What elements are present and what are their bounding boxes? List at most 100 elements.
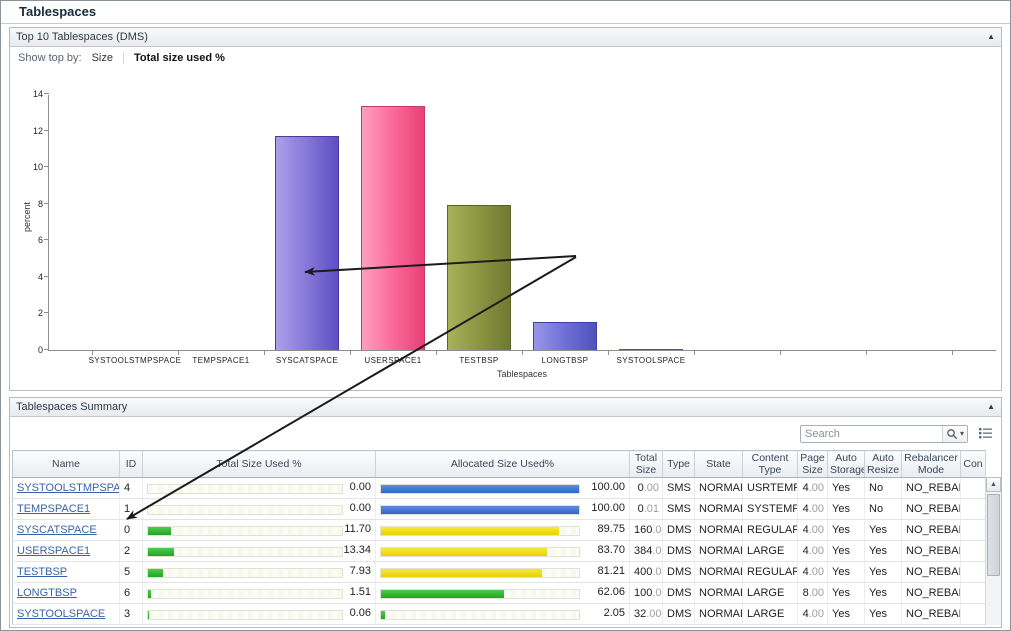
scrollbar-up-button[interactable]: ▲	[986, 477, 1001, 492]
cell-total-size-used-track	[147, 484, 343, 494]
top-panel-title: Top 10 Tablespaces (DMS)	[16, 31, 148, 43]
table-scrollbar[interactable]: ▲	[985, 477, 1001, 625]
cell-state: NORMAL	[694, 582, 743, 604]
cell-total-size-used-fill	[148, 548, 174, 556]
cell-content-type: LARGE	[742, 540, 798, 562]
scrollbar-thumb[interactable]	[987, 494, 1000, 576]
x-tick	[608, 350, 609, 355]
table-row-syscatspace: SYSCATSPACE 0 11.70 89.75 160.00DMSNORMALREG…	[12, 519, 986, 541]
tablespace-link-systoolstmpspace[interactable]: SYSTOOLSTMPSPACE	[17, 482, 120, 494]
summary-panel-header[interactable]: Tablespaces Summary ▲	[10, 398, 1001, 417]
cell-allocated-size-used: 81.21	[375, 561, 630, 583]
cell-total-size-used-value: 11.70	[344, 523, 371, 535]
cell-state: NORMAL	[694, 603, 743, 625]
chart-bar-syscatspace[interactable]	[275, 136, 339, 350]
summary-panel-title: Tablespaces Summary	[16, 401, 128, 413]
cell-allocated-size-used-value: 2.05	[603, 607, 625, 619]
x-tick	[350, 350, 351, 355]
y-tick	[44, 166, 49, 168]
column-header-id[interactable]: ID	[119, 450, 143, 478]
top-panel-header[interactable]: Top 10 Tablespaces (DMS) ▲	[10, 28, 1001, 47]
cell-rebalancer-mode: NO_REBAL	[901, 582, 961, 604]
cell-rebalancer-mode: NO_REBAL	[901, 603, 961, 625]
cell-auto-storage: Yes	[827, 582, 865, 604]
cell-total-size-used-track	[147, 547, 343, 557]
x-tick	[178, 350, 179, 355]
collapse-summary-panel-icon[interactable]: ▲	[987, 402, 995, 411]
column-header-total-size[interactable]: Total Size	[629, 450, 663, 478]
cell-name: SYSTOOLSTMPSPACE	[12, 477, 120, 499]
column-header-page-size[interactable]: Page Size	[797, 450, 828, 478]
search-icon[interactable]	[946, 428, 958, 440]
column-header-allocated-size-used[interactable]: Allocated Size Used%	[375, 450, 630, 478]
show-top-by-size-option[interactable]: Size	[91, 52, 113, 64]
cell-auto-storage: Yes	[827, 540, 865, 562]
cell-rebalancer-mode: NO_REBAL	[901, 519, 961, 541]
y-tick-label: 8	[37, 198, 43, 209]
cell-allocated-size-used-track	[380, 484, 580, 494]
column-header-auto-resize[interactable]: Auto Resize	[864, 450, 902, 478]
cell-allocated-size-used-track	[380, 547, 580, 557]
column-header-con[interactable]: Con	[960, 450, 986, 478]
show-top-by-total-used-option[interactable]: Total size used %	[134, 52, 225, 64]
table-row-longtbsp: LONGTBSP 6 1.51 62.06 100.00DMSNORMALLARGE8.…	[12, 582, 986, 604]
tablespace-link-syscatspace[interactable]: SYSCATSPACE	[17, 524, 97, 536]
column-header-auto-storage[interactable]: Auto Storage	[827, 450, 865, 478]
tablespace-link-systoolspace[interactable]: SYSTOOLSPACE	[17, 608, 106, 620]
table-row-userspace1: USERSPACE1 2 13.34 83.70 384.00DMSNORMALLARG…	[12, 540, 986, 562]
tablespace-link-tempspace1[interactable]: TEMPSPACE1	[17, 503, 91, 515]
cell-auto-resize: Yes	[864, 561, 902, 583]
cell-allocated-size-used-value: 83.70	[597, 544, 625, 556]
title-divider	[1, 23, 1010, 24]
cell-total-size-used-value: 7.93	[349, 565, 371, 577]
collapse-top-panel-icon[interactable]: ▲	[987, 32, 995, 41]
y-tick-label: 12	[32, 125, 43, 136]
tablespace-link-longtbsp[interactable]: LONGTBSP	[17, 587, 77, 599]
column-header-name[interactable]: Name	[12, 450, 120, 478]
chart-bar-systoolspace[interactable]	[619, 349, 683, 350]
column-header-rebalancer-mode[interactable]: Rebalancer Mode	[901, 450, 961, 478]
show-top-by-label: Show top by:	[18, 52, 82, 64]
x-tick	[780, 350, 781, 355]
cell-id: 5	[119, 561, 143, 583]
cell-total-size-used-track	[147, 568, 343, 578]
chart-bar-userspace1[interactable]	[361, 106, 425, 350]
cell-name: SYSCATSPACE	[12, 519, 120, 541]
cell-rebalancer-mode: NO_REBAL	[901, 477, 961, 499]
cell-content-type: LARGE	[742, 603, 798, 625]
cell-allocated-size-used-fill	[381, 569, 542, 577]
table-header-row: Name ID Total Size Used % Allocated Size Us…	[12, 450, 986, 478]
tablespace-link-testbsp[interactable]: TESTBSP	[17, 566, 68, 578]
option-divider	[123, 52, 124, 64]
x-tick	[264, 350, 265, 355]
cell-total-size: 0.01	[629, 498, 663, 520]
cell-state: NORMAL	[694, 477, 743, 499]
tablespace-link-userspace1[interactable]: USERSPACE1	[17, 545, 91, 557]
column-header-total-size-used[interactable]: Total Size Used %	[142, 450, 376, 478]
x-tick-label: SYSTOOLSPACE	[616, 356, 686, 365]
cell-auto-storage: Yes	[827, 519, 865, 541]
cell-allocated-size-used-value: 62.06	[597, 586, 625, 598]
cell-allocated-size-used-value: 89.75	[597, 523, 625, 535]
search-box: ▾	[800, 425, 968, 443]
cell-total-size-used-value: 0.06	[349, 607, 371, 619]
search-input[interactable]	[801, 427, 942, 441]
cell-total-size-used: 0.00	[142, 477, 376, 499]
cell-type: DMS	[662, 582, 695, 604]
chart-bar-longtbsp[interactable]	[533, 322, 597, 350]
cell-allocated-size-used: 100.00	[375, 498, 630, 520]
cell-auto-storage: Yes	[827, 477, 865, 499]
column-header-type[interactable]: Type	[662, 450, 695, 478]
column-header-content-type[interactable]: Content Type	[742, 450, 798, 478]
cell-type: DMS	[662, 540, 695, 562]
table-options-icon[interactable]	[979, 428, 992, 439]
cell-auto-resize: No	[864, 477, 902, 499]
table-row-tempspace1: TEMPSPACE1 1 0.00 100.00 0.01 SMS NORMAL SYSTEM…	[12, 498, 986, 520]
chart-bar-testbsp[interactable]	[447, 205, 511, 350]
cell-content-type: REGULAR	[742, 519, 798, 541]
cell-allocated-size-used-fill	[381, 611, 386, 619]
tablespaces-table: Name ID Total Size Used % Allocated Size Us…	[12, 450, 986, 625]
column-header-state[interactable]: State	[694, 450, 743, 478]
search-options-caret[interactable]: ▾	[959, 429, 964, 438]
